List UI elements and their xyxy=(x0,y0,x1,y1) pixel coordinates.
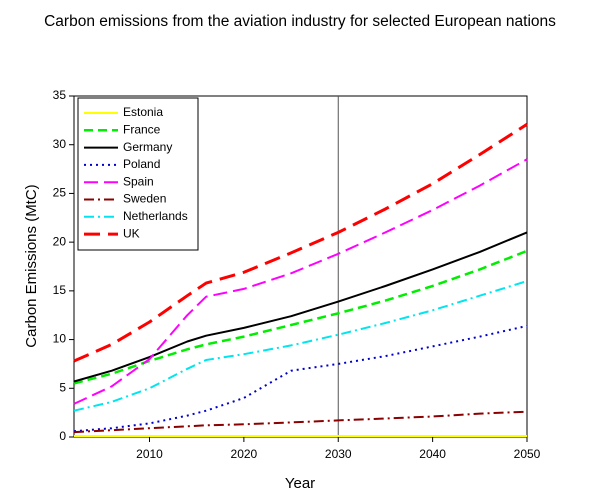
legend-box xyxy=(77,97,199,251)
series-line xyxy=(73,158,528,405)
series-line xyxy=(73,280,528,412)
legend-label: Spain xyxy=(123,174,154,188)
series-line xyxy=(73,249,528,385)
y-tick-label: 5 xyxy=(59,380,66,394)
series-line xyxy=(73,410,528,434)
legend-label: UK xyxy=(123,226,140,240)
y-tick-label: 30 xyxy=(53,137,67,151)
x-tick-label: 2020 xyxy=(231,447,258,461)
series-line xyxy=(73,231,528,383)
legend-label: Poland xyxy=(123,157,160,171)
x-tick-label: 2030 xyxy=(325,447,352,461)
chart-title: Carbon emissions from the aviation indus… xyxy=(44,13,556,30)
y-tick-label: 10 xyxy=(53,332,67,346)
y-tick-label: 25 xyxy=(53,186,67,200)
legend-label: Estonia xyxy=(123,105,163,119)
series-line xyxy=(73,123,528,363)
x-tick-label: 2050 xyxy=(514,447,541,461)
x-axis-label: Year xyxy=(285,475,315,492)
legend-label: Sweden xyxy=(123,192,166,206)
legend-label: France xyxy=(123,122,161,136)
y-tick-label: 35 xyxy=(53,88,67,102)
x-tick-label: 2040 xyxy=(419,447,446,461)
y-axis-label: Carbon Emissions (MtC) xyxy=(23,184,40,347)
x-tick-label: 2010 xyxy=(136,447,163,461)
y-tick-label: 0 xyxy=(59,429,66,443)
y-tick-label: 20 xyxy=(53,234,67,248)
legend-label: Germany xyxy=(123,140,172,154)
legend-label: Netherlands xyxy=(123,209,188,223)
y-tick-label: 15 xyxy=(53,283,67,297)
